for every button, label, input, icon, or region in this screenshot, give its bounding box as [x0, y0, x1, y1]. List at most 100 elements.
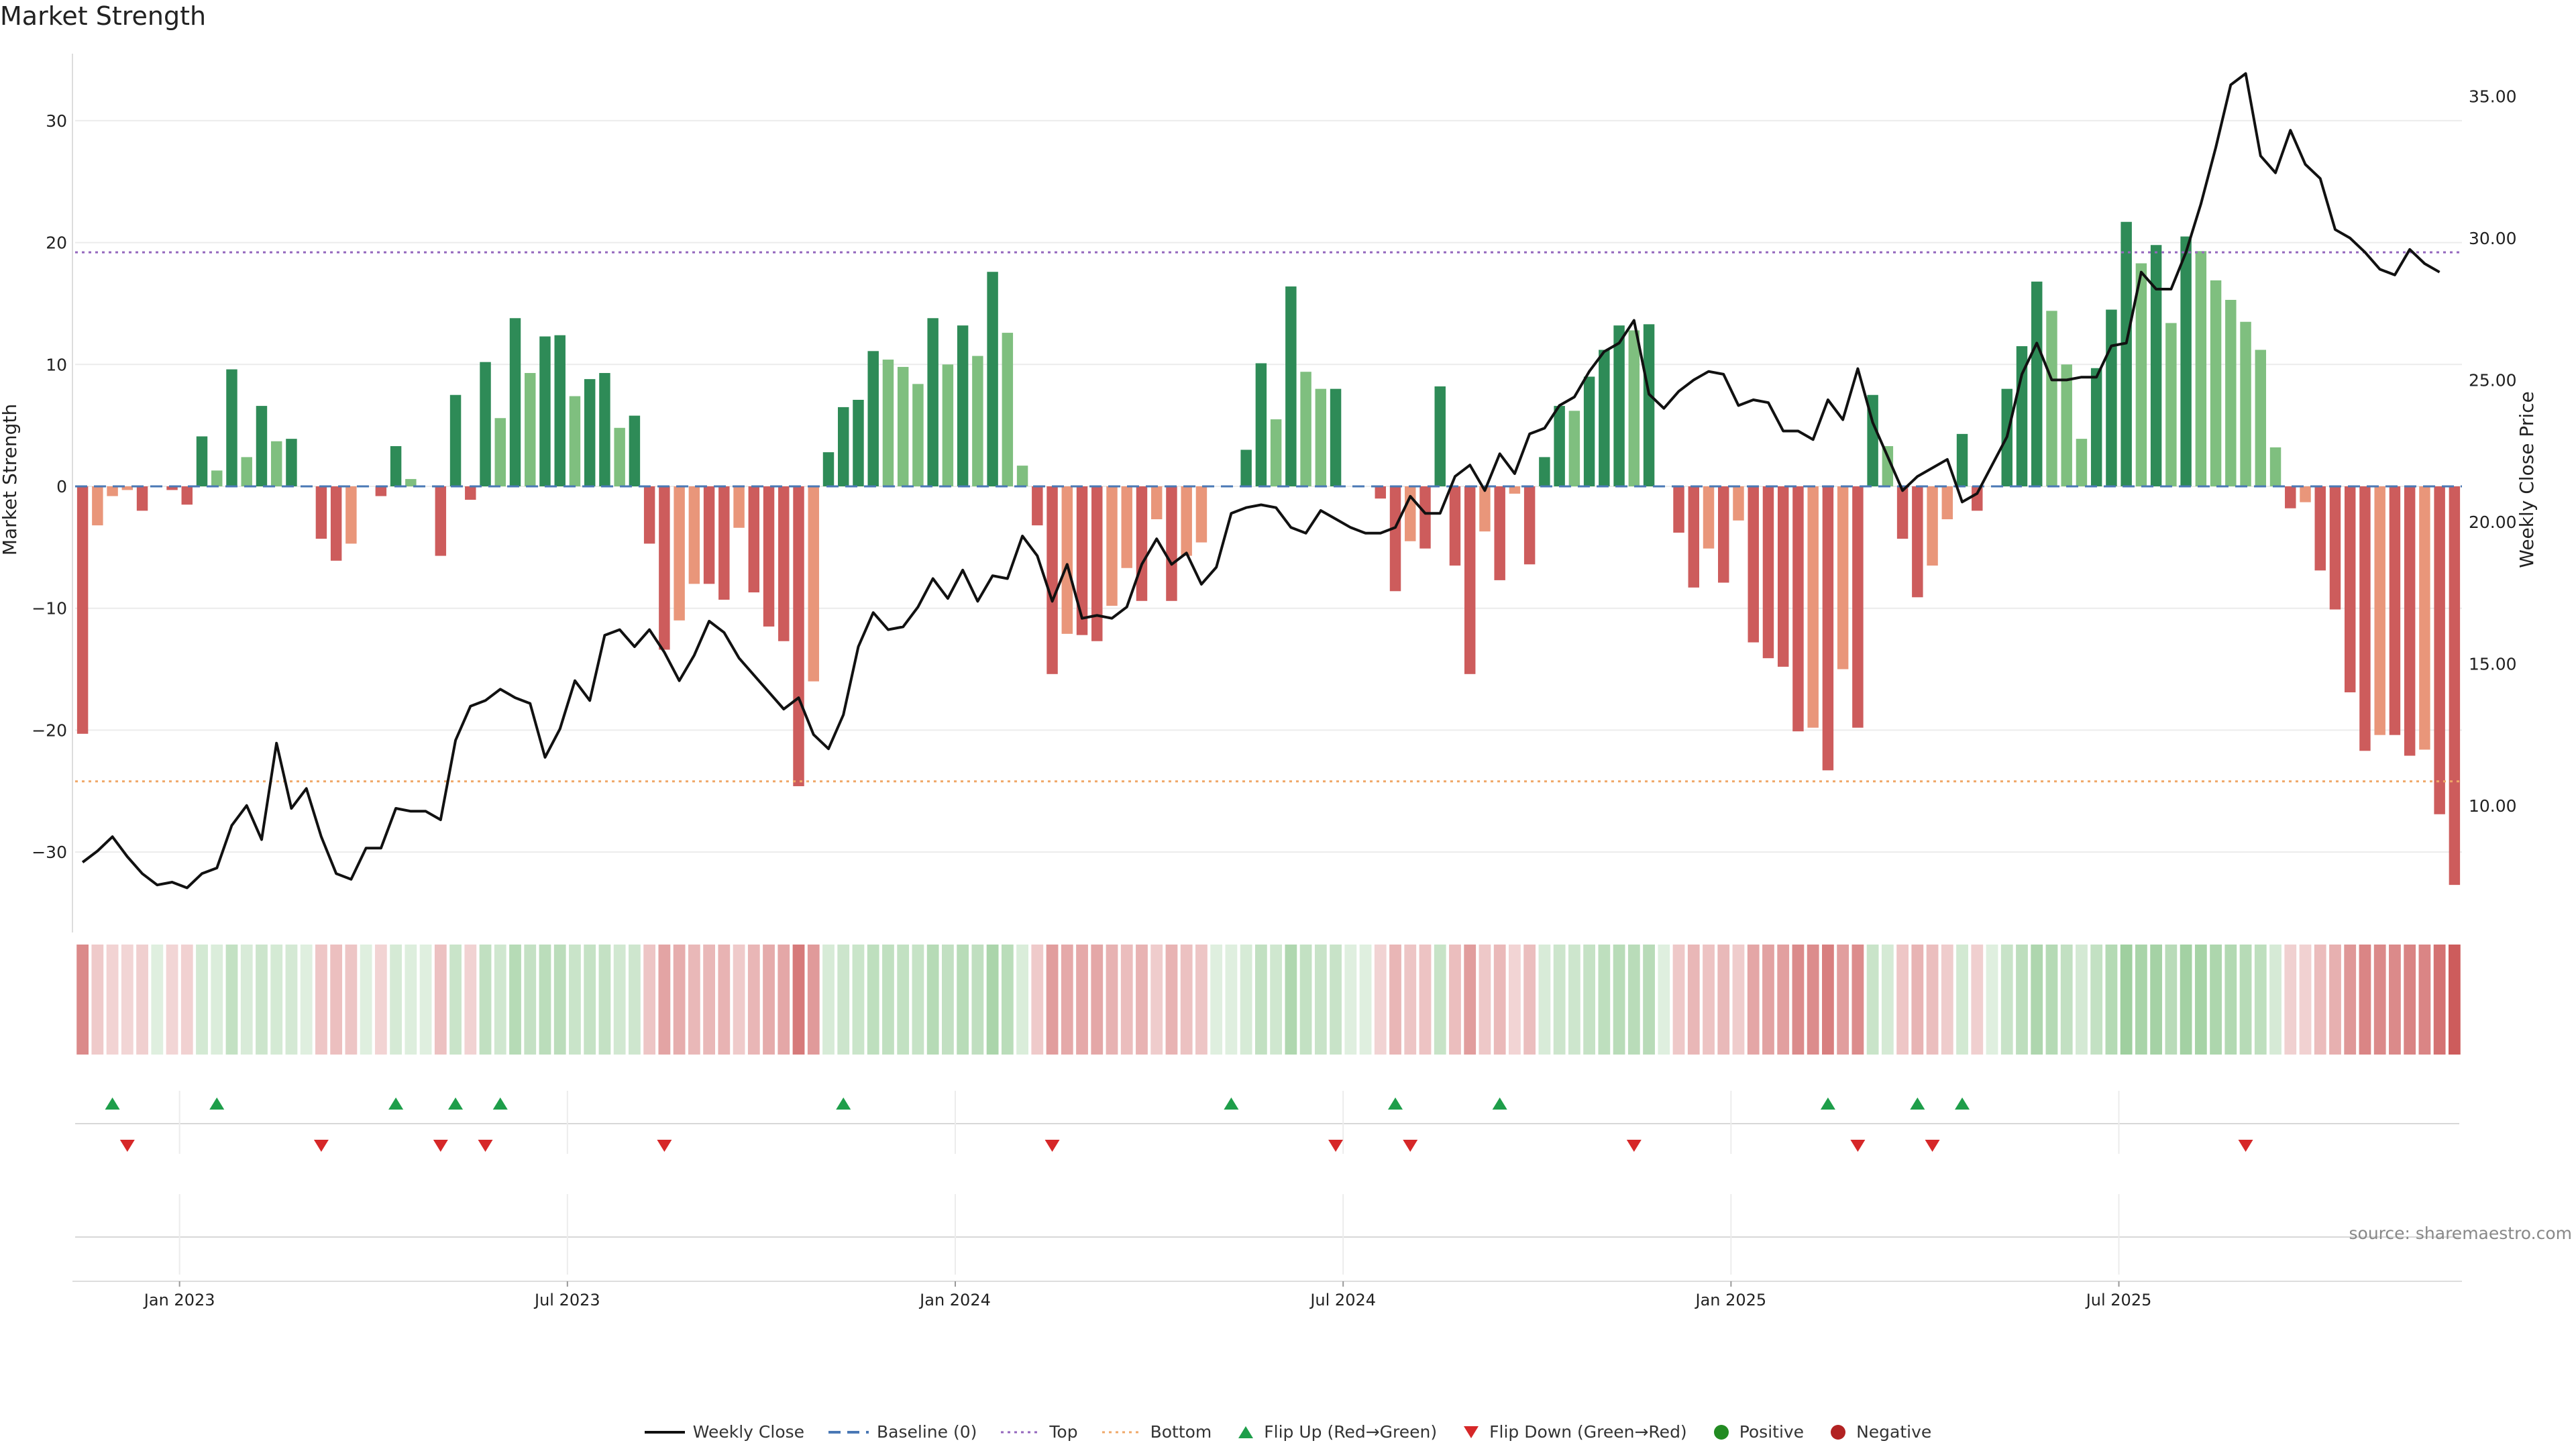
strength-bar: [1016, 466, 1028, 486]
heat-cell: [718, 945, 731, 1055]
strength-bar: [1375, 486, 1387, 499]
strength-bar: [1762, 486, 1774, 659]
heat-cell: [2404, 945, 2416, 1055]
heat-cell: [2135, 945, 2147, 1055]
heat-cell: [1330, 945, 1342, 1055]
x-tick-label: Jul 2023: [533, 1291, 600, 1309]
heat-cell: [658, 945, 671, 1055]
strength-bar: [121, 486, 133, 490]
strength-bar: [688, 486, 700, 584]
strength-bar: [1494, 486, 1505, 580]
heat-cell: [1120, 945, 1133, 1055]
strength-bar: [1270, 419, 1282, 486]
strength-bar: [1628, 330, 1640, 486]
heat-cell: [1254, 945, 1267, 1055]
heat-cell: [1658, 945, 1670, 1055]
strength-bar: [1718, 486, 1729, 583]
heat-cell: [1822, 945, 1834, 1055]
strength-bar: [643, 486, 655, 544]
strength-bar: [629, 415, 641, 486]
strength-bar: [748, 486, 760, 593]
legend-item-bottom: Bottom: [1102, 1422, 1212, 1442]
heat-cell: [1986, 945, 1998, 1055]
legend: Weekly Close Baseline (0) Top Bottom Flip Up…: [0, 1422, 2576, 1442]
strength-bar: [2404, 486, 2416, 756]
heat-cell: [494, 945, 506, 1055]
strength-bar: [2255, 350, 2267, 486]
strength-bar: [569, 396, 581, 486]
strength-bar: [1927, 486, 1938, 566]
heat-cell: [121, 945, 133, 1055]
x-axis: Jan 2023 Jul 2023 Jan 2024 Jul 2024 Jan 2025…: [72, 1281, 2462, 1309]
strength-bar: [1449, 486, 1461, 566]
strength-bar: [1777, 486, 1789, 667]
heat-cell: [360, 945, 372, 1055]
flip-up-marker: [1820, 1097, 1835, 1110]
strength-bar: [2374, 486, 2385, 735]
flip-down-marker: [1626, 1140, 1642, 1152]
heat-cell: [986, 945, 999, 1055]
strength-bar: [2180, 236, 2192, 486]
heat-cell: [1225, 945, 1238, 1055]
heat-cell: [1061, 945, 1073, 1055]
strength-bar: [1405, 486, 1416, 541]
strength-bar: [838, 407, 849, 486]
strength-bar: [1150, 486, 1163, 520]
strength-bar: [1315, 388, 1327, 486]
strength-bar: [2076, 439, 2088, 486]
legend-label-negative: Negative: [1856, 1422, 1932, 1442]
heat-cell: [1732, 945, 1745, 1055]
y2-tick-label: 35.00: [2469, 87, 2517, 106]
legend-item-top: Top: [1001, 1422, 1078, 1442]
strength-bar: [330, 486, 342, 561]
legend-label-positive: Positive: [1739, 1422, 1805, 1442]
heat-cell: [1374, 945, 1387, 1055]
heat-cell: [1136, 945, 1148, 1055]
strength-bar: [2269, 447, 2282, 486]
flip-up-marker: [209, 1097, 225, 1110]
heat-cell: [419, 945, 432, 1055]
strength-bar: [2046, 311, 2057, 486]
heat-cell: [300, 945, 313, 1055]
heat-cell: [2165, 945, 2178, 1055]
strength-bar: [584, 379, 596, 486]
heat-cell: [941, 945, 954, 1055]
strength-bar: [1181, 486, 1192, 556]
heat-cell: [897, 945, 910, 1055]
heat-cell: [2359, 945, 2371, 1055]
strength-bar: [1166, 486, 1177, 601]
heat-cell: [673, 945, 686, 1055]
flip-up-marker: [1910, 1097, 1925, 1110]
strength-bar: [1285, 286, 1297, 486]
strength-bar: [1613, 325, 1625, 486]
heat-cell: [2105, 945, 2118, 1055]
heat-cell: [2120, 945, 2133, 1055]
flip-down-marker: [119, 1140, 135, 1152]
y-tick-label: −10: [32, 599, 67, 619]
strength-bar: [1733, 486, 1744, 521]
strength-bar: [2389, 486, 2401, 735]
heat-cell: [2090, 945, 2103, 1055]
strength-bar: [181, 486, 193, 505]
heat-cell: [1881, 945, 1894, 1055]
heat-cell: [1672, 945, 1685, 1055]
heat-cell: [1449, 945, 1461, 1055]
heat-cell: [629, 945, 641, 1055]
legend-label-close: Weekly Close: [692, 1422, 805, 1442]
y2-tick-label: 10.00: [2469, 796, 2517, 816]
legend-label-bottom: Bottom: [1150, 1422, 1212, 1442]
strength-bar: [674, 486, 685, 621]
flip-down-marker: [313, 1140, 329, 1152]
strength-bar: [882, 360, 894, 486]
heat-cell: [1509, 945, 1521, 1055]
y-tick-label: 0: [56, 477, 67, 496]
y2-tick-label: 20.00: [2469, 513, 2517, 532]
heat-cell: [91, 945, 104, 1055]
strength-bar: [2195, 251, 2207, 486]
heat-cell: [1270, 945, 1283, 1055]
heat-cell: [1777, 945, 1790, 1055]
heat-cell: [1299, 945, 1312, 1055]
strength-bar: [822, 452, 835, 486]
legend-item-close: Weekly Close: [644, 1422, 805, 1442]
